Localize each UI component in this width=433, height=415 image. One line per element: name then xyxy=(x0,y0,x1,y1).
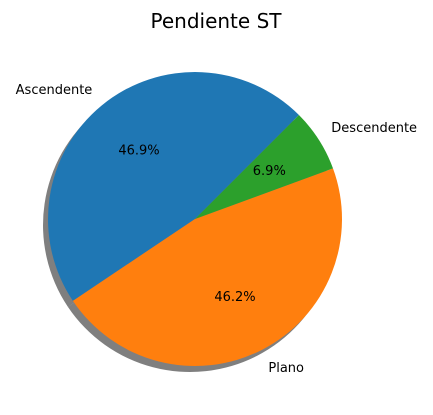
slice-percent-ascendente: 46.9% xyxy=(118,143,159,158)
slice-label-descendente: Descendente xyxy=(331,121,417,136)
slice-label-ascendente: Ascendente xyxy=(16,83,93,98)
slice-percent-plano: 46.2% xyxy=(214,290,255,305)
slice-label-plano: Plano xyxy=(268,361,304,376)
pie-slice-ascendente xyxy=(48,72,299,301)
pie-slices xyxy=(48,72,342,366)
pie-slice-descendente xyxy=(195,115,333,219)
chart-title: Pendiente ST xyxy=(151,9,283,33)
pie-labels: Ascendente 46.9% Plano 46.2% Descendente 6.9% xyxy=(16,83,417,376)
pie-slice-plano xyxy=(72,168,342,366)
slice-percent-descendente: 6.9% xyxy=(253,164,286,179)
